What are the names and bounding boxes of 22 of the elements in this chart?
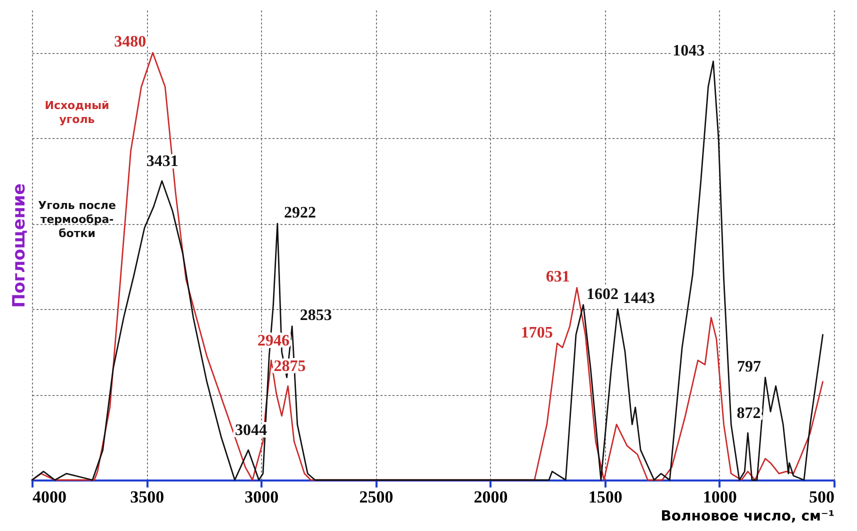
- annotation: 631: [546, 268, 570, 286]
- x-tick-label: 1000: [702, 488, 737, 506]
- x-tick-label: 3000: [244, 488, 279, 506]
- annotation: 1043: [672, 42, 705, 60]
- annotation: 1602: [586, 286, 618, 303]
- x-tick-label: 4000: [32, 488, 66, 506]
- annotation: 797: [736, 358, 761, 376]
- annotation: 2853: [300, 307, 332, 324]
- x-tick-label: 2000: [474, 488, 508, 506]
- text: Уголь после термообра-ботки: [38, 199, 116, 240]
- x-tick-label: 1500: [588, 488, 622, 506]
- annotation: 3480: [114, 34, 146, 51]
- annotation: 1705: [520, 324, 553, 342]
- x-tick-label: 500: [809, 488, 834, 506]
- annotation: 872: [736, 405, 761, 422]
- annotation: 1443: [622, 290, 655, 308]
- x-tick-label: 2500: [359, 488, 394, 506]
- x-axis-title: Волновое число, см⁻¹: [660, 508, 834, 524]
- text: Исходный уголь: [44, 99, 110, 126]
- x-tick-label: 3500: [130, 488, 164, 506]
- annotation: 2922: [284, 204, 316, 222]
- y-axis-title: Поглощение: [10, 183, 30, 308]
